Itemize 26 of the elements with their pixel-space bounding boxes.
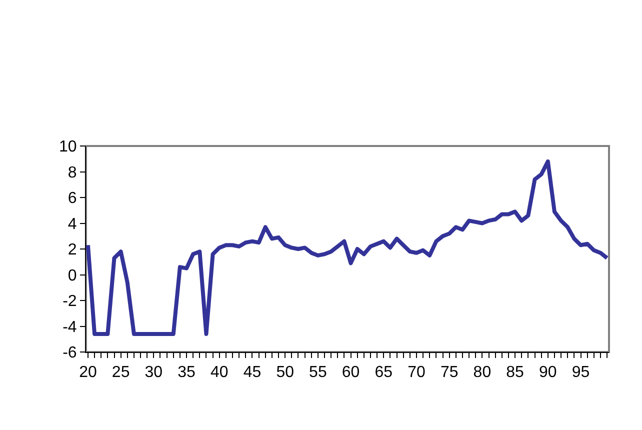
y-tick-label: 0 <box>68 267 77 284</box>
y-tick-label: -6 <box>62 344 77 362</box>
y-tick-label: 6 <box>68 190 77 208</box>
x-tick-label: 25 <box>112 364 130 382</box>
y-tick-label: -4 <box>62 318 77 336</box>
line-series <box>86 159 609 336</box>
x-tick-label: 80 <box>473 364 492 382</box>
x-tick-label: 30 <box>144 364 163 382</box>
x-tick-label: 55 <box>309 364 327 382</box>
x-tick-label: 60 <box>342 364 360 382</box>
y-tick-label: 10 <box>59 138 77 156</box>
y-tick-label: 2 <box>68 242 77 259</box>
x-tick-label: 35 <box>178 364 196 382</box>
x-tick-label: 40 <box>210 364 228 382</box>
x-tick-label: 65 <box>374 364 393 382</box>
x-tick-label: 70 <box>408 364 426 382</box>
x-tick-label: 45 <box>243 364 262 382</box>
x-tick-label: 20 <box>79 364 97 382</box>
x-tick-label: 75 <box>440 364 458 382</box>
x-tick-label: 95 <box>572 364 590 382</box>
x-tick-label: 50 <box>276 364 294 382</box>
x-tick-label: 85 <box>506 364 524 382</box>
y-tick-label: 4 <box>68 216 77 233</box>
x-tick-label: 90 <box>539 364 557 382</box>
y-tick-label: -2 <box>62 293 77 310</box>
y-tick-label: 8 <box>68 164 77 182</box>
